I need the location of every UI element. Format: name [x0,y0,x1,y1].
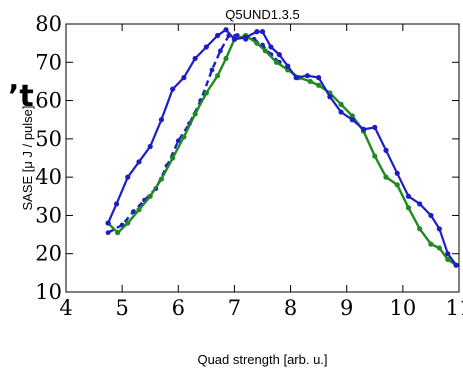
data-point-blue-solid [445,251,451,257]
data-point-green-solid [316,82,322,88]
y-tick-label: 50 [35,127,62,151]
data-point-green-solid [136,207,142,213]
x-tick-label: 7 [228,296,241,320]
y-tick-label: 10 [35,280,62,304]
data-point-blue-dashed [130,209,136,215]
data-point-green-solid [262,48,268,54]
data-point-green-solid [383,174,389,180]
data-point-blue-solid [394,170,400,176]
series-line-green-solid [107,34,457,267]
data-point-blue-solid [181,75,187,81]
data-point-green-solid [203,90,209,96]
data-point-blue-solid [231,36,238,42]
y-tick-label: 30 [35,203,62,227]
data-point-blue-solid [214,32,221,39]
data-point-green-solid [405,205,412,211]
data-point-blue-solid [259,29,266,35]
data-point-green-solid [445,256,451,263]
data-point-blue-solid [405,193,412,199]
data-point-blue-dashed [209,67,215,73]
data-point-green-solid [115,230,121,236]
data-point-blue-solid [436,226,442,232]
x-tick-label: 9 [340,296,353,320]
data-point-green-solid [170,155,176,161]
data-point-blue-solid [125,174,131,180]
data-point-blue-solid [243,34,249,41]
series-layer [105,27,459,268]
data-point-blue-solid [338,109,344,115]
y-axis-label: SASE [μ J / pulse] [20,105,35,210]
data-point-blue-solid [147,143,153,150]
data-point-blue-solid [316,75,322,81]
data-point-blue-solid [136,159,142,165]
data-point-blue-solid [304,73,311,79]
chart-title: Q5UND1.3.5 [225,7,299,22]
data-point-blue-solid [113,201,120,207]
x-tick-label: 11 [446,296,463,320]
data-point-blue-solid [285,63,291,69]
x-tick-label: 5 [115,296,128,320]
data-point-blue-solid [360,126,367,132]
data-point-green-solid [307,78,313,85]
data-point-blue-dashed [175,138,181,144]
data-point-blue-solid [170,86,176,92]
data-point-green-solid [125,220,131,226]
data-point-blue-dashed [217,48,223,54]
ticks-layer: 4 5 6 7 8 9 10 11 10 20 30 40 50 60 70 80 [35,12,463,320]
data-point-blue-solid [158,117,165,123]
data-point-green-solid [394,182,400,188]
data-point-blue-solid [349,117,355,123]
y-tick-label: 40 [35,165,62,189]
data-point-blue-dashed [105,230,111,236]
data-point-blue-solid [105,220,111,226]
data-point-green-solid [349,113,355,119]
data-point-green-solid [254,40,260,46]
data-point-green-solid [273,59,280,65]
data-point-blue-solid [327,94,333,100]
data-point-blue-solid [428,212,434,219]
data-point-green-solid [181,134,187,140]
x-tick-label: 10 [389,296,416,320]
data-point-blue-solid [254,29,260,35]
data-point-green-solid [214,73,221,79]
data-point-blue-solid [192,55,198,62]
data-point-green-solid [158,176,165,182]
series-line-blue-dashed [107,34,281,234]
data-point-blue-solid [276,52,282,58]
data-point-green-solid [192,111,198,117]
data-point-blue-solid [453,262,459,268]
data-point-green-solid [436,245,442,251]
data-point-blue-solid [223,27,229,33]
data-point-green-solid [147,193,153,199]
x-tick-label: 4 [59,296,72,320]
data-point-green-solid [223,55,229,62]
overlay-text-artifact: ’t [8,79,34,114]
data-point-green-solid [372,153,378,159]
y-tick-label: 60 [35,89,62,113]
data-point-blue-solid [417,201,423,207]
data-point-green-solid [428,241,434,247]
data-point-blue-solid [372,124,378,130]
data-point-green-solid [338,101,344,107]
x-tick-label: 8 [284,296,297,320]
data-point-blue-solid [383,147,389,153]
plot-frame [65,23,460,293]
data-point-green-solid [417,226,423,232]
y-tick-label: 20 [35,242,62,266]
y-tick-label: 70 [35,50,62,74]
y-tick-label: 80 [35,12,62,36]
data-point-blue-solid [268,44,274,50]
x-tick-label: 6 [172,296,185,320]
data-point-blue-solid [203,44,209,50]
x-axis-label: Quad strength [arb. u.] [197,352,327,367]
data-point-blue-solid [293,75,299,81]
